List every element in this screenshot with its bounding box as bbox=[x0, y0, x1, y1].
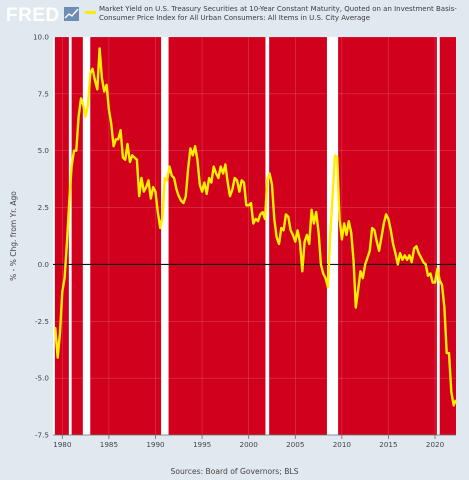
x-tick-label: 2020 bbox=[426, 440, 445, 449]
y-tick-label: -7.5 bbox=[35, 431, 49, 440]
y-axis: -7.5 -5.0 -2.5 0.0 2.5 5.0 7.5 10.0 bbox=[33, 33, 49, 440]
y-tick-label: -2.5 bbox=[35, 317, 49, 326]
x-tick-label: 2010 bbox=[333, 440, 352, 449]
fred-logo: FRED bbox=[6, 5, 79, 26]
fred-logo-chart-icon bbox=[64, 7, 79, 21]
x-tick-label: 1995 bbox=[193, 440, 211, 449]
shaded-region bbox=[71, 37, 83, 435]
source-note: Sources: Board of Governors; BLS bbox=[170, 467, 299, 476]
x-tick-label: 2000 bbox=[240, 440, 259, 449]
shaded-region bbox=[338, 37, 437, 435]
shaded-regions bbox=[54, 37, 456, 435]
series-layer bbox=[54, 47, 457, 407]
y-tick-label: 5.0 bbox=[38, 146, 50, 155]
x-tick-label: 1985 bbox=[100, 440, 118, 449]
series-line bbox=[54, 47, 457, 407]
legend-swatch bbox=[85, 11, 96, 14]
x-tick-label: 2005 bbox=[286, 440, 304, 449]
x-tick-label: 1980 bbox=[53, 440, 72, 449]
y-axis-label: % - % Chg. from Yr. Ago bbox=[9, 191, 18, 281]
shaded-region bbox=[439, 37, 456, 435]
shaded-region bbox=[168, 37, 266, 435]
x-tick-label: 2015 bbox=[379, 440, 397, 449]
y-tick-label: 10.0 bbox=[33, 33, 49, 42]
y-tick-label: 2.5 bbox=[38, 203, 49, 212]
x-axis: 1980 1985 1990 1995 2000 2005 2010 2015 2020 bbox=[53, 434, 456, 449]
y-tick-label: 0.0 bbox=[38, 260, 50, 269]
y-tick-label: -5.0 bbox=[35, 374, 49, 383]
shaded-region bbox=[54, 37, 69, 435]
shaded-region bbox=[90, 37, 162, 435]
y-tick-label: 7.5 bbox=[38, 89, 49, 98]
legend-label: Market Yield on U.S. Treasury Securities… bbox=[99, 5, 457, 23]
x-tick-label: 1990 bbox=[146, 440, 165, 449]
fred-logo-text: FRED bbox=[6, 5, 60, 26]
